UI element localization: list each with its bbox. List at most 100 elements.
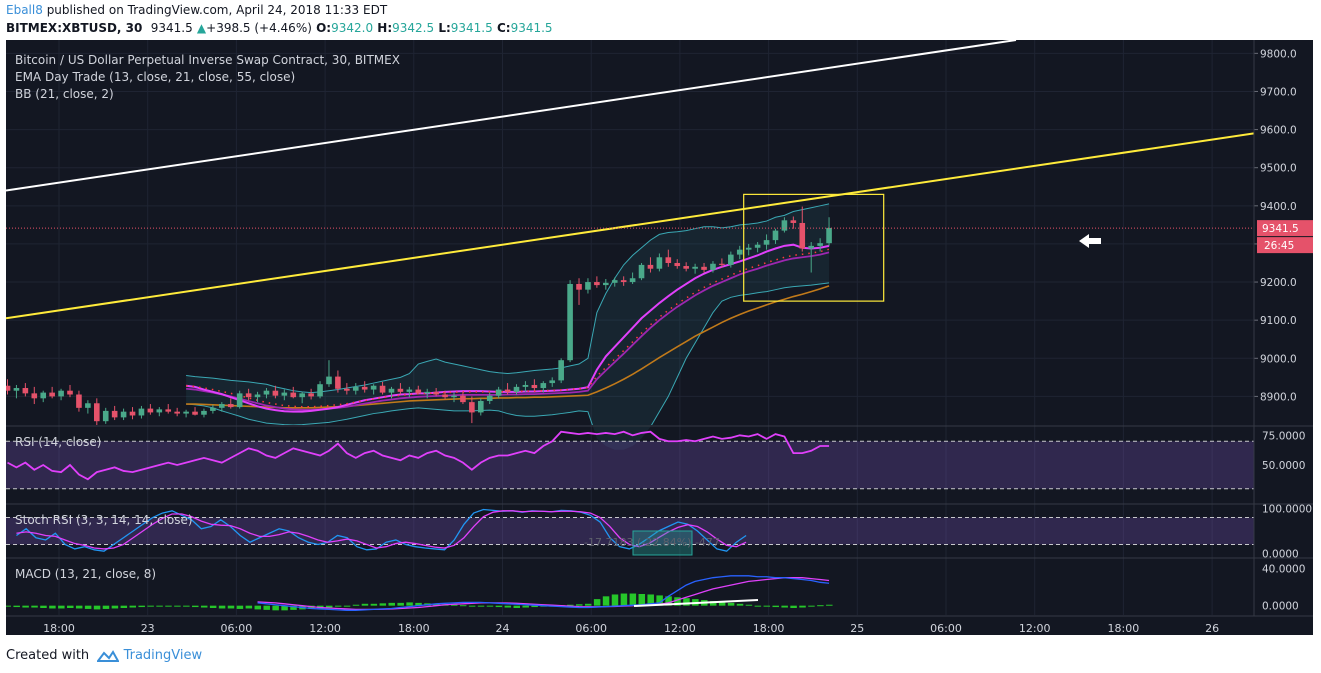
- candle-body: [558, 360, 564, 381]
- macd-hist-bar: [620, 593, 628, 606]
- stoch-k-line: [16, 508, 747, 552]
- candle-body: [460, 395, 466, 403]
- macd-hist-bar: [709, 601, 717, 606]
- candle-body: [701, 266, 707, 270]
- macd-hist-bar: [325, 605, 333, 608]
- author-link[interactable]: Eball8: [6, 3, 43, 17]
- time-label: 12:00: [664, 622, 696, 635]
- candle-body: [522, 384, 529, 387]
- time-label: 06:00: [221, 622, 253, 635]
- time-label: 18:00: [753, 622, 785, 635]
- candle-body: [120, 411, 127, 418]
- macd-hist-bar: [49, 605, 56, 609]
- time-label: 24: [496, 622, 510, 635]
- macd-hist-bar: [343, 605, 351, 607]
- chart-marks: [6, 40, 1254, 611]
- rsi-band: [6, 440, 1254, 490]
- candle-body: [442, 394, 448, 398]
- macd-hist-bar: [665, 596, 672, 606]
- ema-55-line: [186, 285, 830, 409]
- candle-body: [335, 376, 341, 389]
- countdown-tag-box: [1257, 237, 1313, 254]
- candle-body: [594, 282, 600, 286]
- macd-hist-bar: [22, 605, 29, 608]
- trendline-yellow: [6, 132, 1254, 320]
- macd-axis-label: 0.0000: [1262, 601, 1299, 613]
- high-label: H:: [377, 21, 393, 35]
- symbol-label: BITMEX:XBTUSD, 30: [6, 21, 143, 35]
- macd-hist-bar: [459, 605, 467, 607]
- candle-body: [710, 263, 716, 270]
- macd-hist-bar: [174, 605, 181, 607]
- bb-lower-line: [186, 282, 830, 425]
- main-title: Bitcoin / US Dollar Perpetual Inverse Sw…: [15, 53, 400, 67]
- macd-hist-bar: [576, 604, 583, 606]
- candle-body: [174, 411, 180, 414]
- price-label: 9600.0: [1260, 125, 1297, 137]
- candle-body: [397, 388, 404, 392]
- time-label: 06:00: [575, 622, 607, 635]
- time-label: 18:00: [1108, 622, 1140, 635]
- macd-hist-bar: [165, 605, 172, 607]
- candle-body: [379, 385, 386, 393]
- candle-body: [826, 227, 832, 244]
- candle-body: [344, 388, 350, 391]
- dotted-signal-line: [186, 248, 830, 408]
- macd-hist-bar: [647, 594, 654, 606]
- countdown-tag: 26:45: [1264, 240, 1294, 252]
- time-label: 23: [141, 622, 155, 635]
- macd-hist-bar: [593, 599, 601, 606]
- macd-hist-bar: [808, 605, 815, 607]
- candle-body: [67, 390, 73, 395]
- candle-body: [433, 391, 439, 395]
- candle-body: [76, 394, 82, 408]
- macd-hist-bar: [200, 605, 208, 608]
- ohlc-row: BITMEX:XBTUSD, 30 9341.5 ▲+398.5 (+4.46%…: [6, 21, 553, 35]
- macd-hist-bar: [504, 605, 512, 608]
- macd-signal-line: [257, 577, 830, 611]
- macd-hist-bar: [727, 602, 735, 606]
- published-text: published on TradingView.com, April 24, …: [46, 3, 388, 17]
- candle-body: [763, 240, 770, 245]
- rsi-axis-label: 75.0000: [1262, 430, 1305, 442]
- candle-body: [227, 404, 234, 408]
- time-label: 25: [850, 622, 864, 635]
- macd-hist-bar: [13, 605, 20, 608]
- candle-body: [326, 376, 332, 385]
- stoch-d-line: [16, 510, 747, 550]
- candle-body: [513, 386, 520, 392]
- chart-svg[interactable]: 18:00 23 06:00 12:00 18:00 24 06:00 12:00 18:00 2…: [6, 40, 1313, 635]
- measure-box: [632, 530, 693, 556]
- open-value: 9342.0: [331, 21, 374, 35]
- candle-body: [13, 388, 20, 391]
- macd-hist-bar: [674, 597, 681, 606]
- macd-hist-bar: [281, 605, 288, 611]
- macd-hist-bar: [611, 594, 619, 606]
- macd-trendline: [633, 599, 759, 607]
- candle-body: [656, 257, 663, 269]
- macd-line: [257, 575, 830, 611]
- candle-body: [111, 410, 118, 418]
- macd-hist-bar: [522, 605, 529, 608]
- macd-hist-bar: [236, 605, 244, 609]
- macd-hist-bar: [754, 605, 762, 607]
- macd-hist-bar: [138, 605, 145, 608]
- macd-hist-bar: [513, 605, 521, 608]
- candle-body: [647, 264, 654, 269]
- chart-area[interactable]: 18:00 23 06:00 12:00 18:00 24 06:00 12:00 18:00 2…: [6, 40, 1313, 635]
- macd-hist-bar: [799, 605, 806, 608]
- price-label: 9100.0: [1260, 315, 1297, 327]
- macd-hist-bar: [31, 605, 38, 608]
- tradingview-brand-link[interactable]: TradingView: [123, 648, 203, 663]
- price-label: 8900.0: [1260, 391, 1297, 403]
- candle-body: [6, 385, 11, 391]
- candle-body: [254, 394, 261, 398]
- candle-body: [138, 408, 145, 416]
- macd-hist-bar: [638, 594, 646, 606]
- candle-body: [531, 384, 538, 389]
- main-pane: [6, 40, 1254, 425]
- candle-body: [683, 266, 689, 269]
- rsi-axis-label: 50.0000: [1262, 460, 1305, 472]
- candle-body: [451, 395, 457, 398]
- macd-hist-bar: [272, 605, 279, 611]
